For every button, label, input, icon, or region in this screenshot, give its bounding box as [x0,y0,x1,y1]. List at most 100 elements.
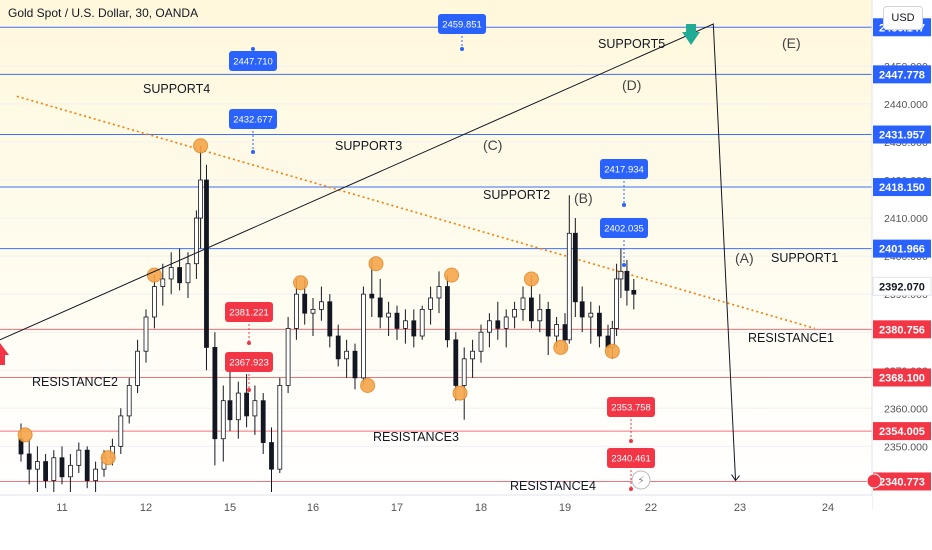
candle-body [453,339,459,386]
price-tag-label: 2368.100 [879,372,925,384]
price-grid [0,65,872,447]
chart-title: Gold Spot / U.S. Dollar, 30, OANDA [8,6,199,20]
callout-anchor-dot [629,439,633,443]
candle-body [84,449,90,481]
price-axis-bg [872,0,932,550]
y-tick-label: 2410.000 [884,213,928,225]
candle-body [68,464,73,478]
callout-box-blue[interactable] [438,14,486,34]
candle-body [631,289,637,295]
swing-marker [146,267,162,283]
x-tick-label: 16 [307,502,319,514]
candle-body [35,461,40,470]
candle-body [478,331,484,352]
wave-projection[interactable] [0,23,740,482]
green-down-arrow-icon [682,24,701,45]
candle-body [193,217,199,265]
dotted-trend-line[interactable] [16,95,816,330]
candle-body [285,327,291,386]
x-tick-label: 12 [140,502,152,514]
support-resistance-lines[interactable] [0,26,872,482]
candle-body [277,385,283,470]
price-tag-bg[interactable] [873,125,931,144]
callout-box-red[interactable] [607,397,655,417]
candle-body [135,350,141,386]
candle-body [344,350,350,360]
callout-label: 2417.934 [604,165,644,176]
time-axis[interactable]: 11 12 15 16 17 18 19 22 23 24 ⚡ [0,470,882,550]
candle-body [402,320,408,329]
price-tag-bg[interactable] [873,320,931,339]
candle-body [220,400,226,440]
callout-box-blue[interactable] [229,51,277,71]
callout-anchor-dot [247,388,251,392]
callout-box-blue[interactable] [600,218,648,238]
price-tag-bg[interactable] [873,239,931,258]
lightning-event-icon[interactable] [631,470,651,490]
candle-body [428,297,434,310]
callout-box-blue[interactable] [600,159,648,179]
current-price-tag-bg[interactable] [872,276,932,296]
swing-marker [553,339,569,355]
trend-line[interactable] [16,95,816,330]
price-tag-label: 2431.957 [879,130,925,142]
price-callouts[interactable]: 2459.851 2447.710 2432.677 2417.934 2402.035… [225,14,655,491]
callout-box-red[interactable] [607,448,655,468]
x-tick-label: 22 [645,502,657,514]
candle-body [461,358,467,386]
annotation-resistance1: RESISTANCE1 [748,331,834,345]
projection-path[interactable] [0,23,737,481]
callout-box-red[interactable] [225,352,273,372]
currency-button[interactable]: USD [883,6,923,30]
price-tag-bg[interactable] [873,472,931,491]
projection-arrowhead [731,474,740,482]
chart-background [0,0,872,492]
candle-body [360,293,366,379]
candle-body [512,308,517,318]
price-axis[interactable]: 2350.0002360.0002370.0002380.0002390.000… [871,0,932,550]
candle-body [588,312,594,318]
candle-body [529,297,534,322]
x-tick-label: 19 [559,502,571,514]
candle-body [318,301,324,310]
candle-body [143,316,149,352]
wave-label: (E) [782,35,801,51]
x-tick-label: 17 [391,502,403,514]
callout-anchor-dot [622,263,626,267]
swing-marker [360,377,376,393]
callout-box-blue[interactable] [229,109,277,129]
lightning-glyph: ⚡ [637,474,645,487]
chart-annotations: SUPPORT5 SUPPORT4 SUPPORT3 SUPPORT2 SUPPORT1… [32,35,838,493]
x-tick-label: 15 [224,502,236,514]
candle-body [244,392,250,417]
candle-body [369,293,375,299]
price-tag-bg[interactable] [873,368,931,387]
candle-body [160,278,166,287]
candle-body [93,468,98,481]
callout-label: 2381.221 [229,308,269,319]
candle-body [126,385,132,417]
price-tag-bg[interactable] [873,65,931,84]
price-tag-label: 2380.756 [879,324,925,336]
candle-body [470,350,476,360]
swing-marker [444,267,460,283]
flag-event-icon[interactable] [866,473,882,489]
time-axis-bg [0,495,872,550]
candle-body [198,179,204,219]
candle-body [624,270,630,291]
annotation-support1: SUPPORT1 [771,251,838,265]
price-tag-bg[interactable] [873,178,931,197]
candle-body [118,415,124,447]
wave-label: (A) [735,250,754,266]
annotation-support4: SUPPORT4 [143,82,210,96]
candle-body [537,308,543,322]
candle-body [227,400,233,421]
price-tag-bg[interactable] [873,422,931,441]
callout-anchor-dot [629,487,633,491]
callout-box-red[interactable] [225,302,273,322]
candle-body [352,350,358,379]
candle-body [335,335,341,360]
candle-body [235,392,241,421]
callout-label: 2432.677 [233,115,273,126]
